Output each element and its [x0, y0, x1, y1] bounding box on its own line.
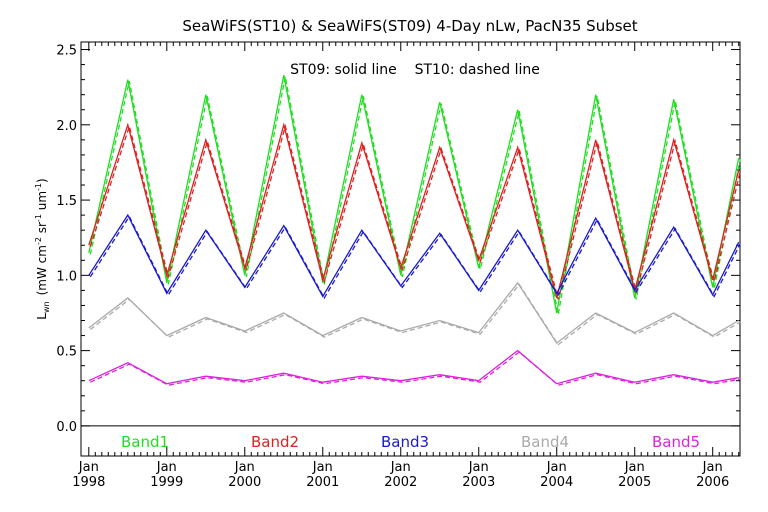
x-tick-month: Jan: [156, 460, 177, 475]
y-label-sub: wn: [42, 301, 51, 313]
y-tick-label: 0.5: [56, 345, 77, 360]
x-tick-month: Jan: [702, 460, 723, 475]
y-label-end: um: [35, 191, 49, 214]
series-band2-solid: [88, 122, 740, 299]
series-band5-dashed: [90, 351, 741, 386]
series-band3-solid: [88, 213, 740, 298]
legend-band5: Band5: [652, 433, 700, 451]
x-tick-year: 2006: [696, 475, 729, 490]
y-label-units: (mW cm: [35, 245, 49, 295]
x-tick-month: Jan: [78, 460, 99, 475]
y-label-exp3: -1: [34, 183, 43, 191]
y-tick-label: 2.0: [56, 119, 77, 134]
legend-band4: Band4: [521, 433, 569, 451]
x-tick-year: 2001: [306, 475, 339, 490]
series-lines: [88, 74, 741, 386]
y-label-close: ): [35, 178, 49, 183]
x-tick-year: 2003: [462, 475, 495, 490]
y-label-exp1: -2: [34, 237, 43, 245]
y-label-exp2: -1: [34, 214, 43, 222]
x-tick-month: Jan: [312, 460, 333, 475]
legend-band1: Band1: [121, 433, 169, 451]
line-style-annotation: ST09: solid line ST10: dashed line: [290, 62, 540, 78]
x-tick-year: 2005: [618, 475, 651, 490]
y-axis-label: Lwn(mW cm-2 sr-1 um-1): [34, 178, 51, 319]
y-tick-label: 1.5: [56, 194, 77, 209]
legend-band2: Band2: [251, 433, 299, 451]
x-tick-month: Jan: [234, 460, 255, 475]
x-tick-month: Jan: [624, 460, 645, 475]
x-tick-month: Jan: [468, 460, 489, 475]
chart-title: SeaWiFS(ST10) & SeaWiFS(ST09) 4-Day nLw,…: [182, 17, 637, 35]
y-tick-label: 2.5: [56, 44, 77, 59]
y-label-main: L: [35, 313, 49, 320]
x-tick-year: 2002: [384, 475, 417, 490]
x-tick-year: 2000: [228, 475, 261, 490]
x-tick-year: 1999: [150, 475, 183, 490]
series-band1-dashed: [89, 76, 741, 315]
x-tick-month: Jan: [546, 460, 567, 475]
x-axis: Jan1998Jan1999Jan2000Jan2001Jan2002Jan20…: [72, 42, 740, 490]
y-tick-label: 1.0: [56, 269, 77, 284]
series-band3-dashed: [89, 215, 741, 300]
plot-frame: [80, 41, 741, 457]
y-tick-label: 0.0: [56, 420, 77, 435]
legend-band3: Band3: [381, 433, 429, 451]
series-band5-solid: [88, 349, 739, 385]
x-tick-month: Jan: [390, 460, 411, 475]
x-tick-year: 2004: [540, 475, 573, 490]
series-band1-solid: [88, 74, 740, 314]
y-label-mid: sr: [35, 222, 49, 237]
legend: Band1 Band2 Band3 Band4 Band5: [121, 433, 700, 451]
x-tick-year: 1998: [72, 475, 105, 490]
series-band2-dashed: [89, 123, 741, 300]
series-band4-solid: [88, 281, 740, 345]
series-band4-dashed: [89, 283, 741, 346]
